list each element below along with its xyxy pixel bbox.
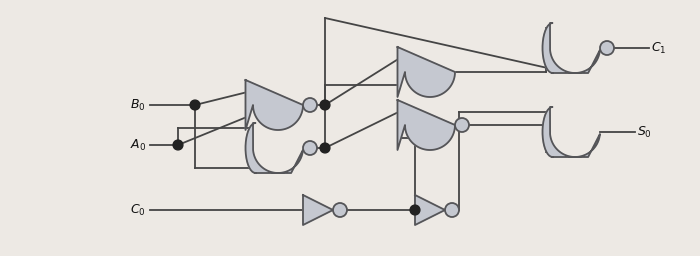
Polygon shape xyxy=(398,47,455,97)
Circle shape xyxy=(190,100,200,110)
Circle shape xyxy=(320,143,330,153)
Polygon shape xyxy=(246,123,303,173)
Circle shape xyxy=(303,98,317,112)
Text: $S_0$: $S_0$ xyxy=(637,124,652,140)
Polygon shape xyxy=(398,100,455,150)
Circle shape xyxy=(303,141,317,155)
Text: $B_0$: $B_0$ xyxy=(130,98,146,113)
Polygon shape xyxy=(542,107,600,157)
Polygon shape xyxy=(303,195,333,225)
Text: $C_1$: $C_1$ xyxy=(651,40,666,56)
Text: $A_0$: $A_0$ xyxy=(130,137,146,153)
Circle shape xyxy=(173,140,183,150)
Text: $C_0$: $C_0$ xyxy=(130,202,146,218)
Circle shape xyxy=(600,41,614,55)
Circle shape xyxy=(455,118,469,132)
Circle shape xyxy=(410,205,420,215)
Polygon shape xyxy=(246,80,303,130)
Circle shape xyxy=(320,100,330,110)
Polygon shape xyxy=(542,23,600,73)
Polygon shape xyxy=(415,195,445,225)
Circle shape xyxy=(445,203,459,217)
Circle shape xyxy=(333,203,347,217)
